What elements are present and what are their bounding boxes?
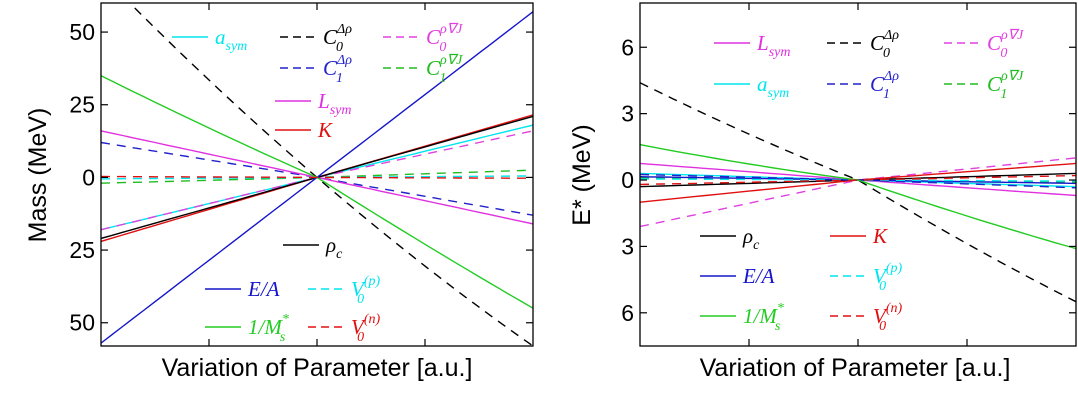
right-series-1-m-s (640, 143, 1076, 250)
left-x-axis-label: Variation of Parameter [a.u.] (162, 354, 473, 382)
left-series-v0-n (101, 175, 533, 179)
left-legend-item-c0-j: Cρ∇J 0 (383, 22, 463, 55)
left-y-ticks: 50 25 0 25 50 (69, 19, 533, 336)
legend-label: CΔρ 0 (323, 22, 352, 55)
left-y-tick-label: 25 (69, 92, 95, 118)
left-legend-item-e-a: E/A (205, 277, 280, 301)
right-chart: 6 3 0 3 6 Variation of Parameter [a.u.] E* (… (568, 2, 1077, 382)
right-y-axis-label: E* (MeV) (568, 124, 596, 225)
left-legend-item-l-sym: Lsym (275, 89, 351, 118)
legend-label: Cρ∇J 1 (426, 53, 463, 86)
right-legend: Lsym CΔρ 0 Cρ∇J 0 asym CΔρ 1 Cρ∇J 1 ρc K E/A V(p) 0 1/M… (700, 28, 1024, 334)
legend-label: E/A (247, 277, 280, 301)
right-legend-item-l-sym: Lsym (714, 31, 790, 60)
right-y-tick-label: 3 (621, 101, 634, 127)
right-legend-item-e-a: E/A (700, 264, 775, 288)
right-y-tick-label: 6 (621, 34, 634, 60)
legend-label: 1/M* s (743, 301, 784, 334)
left-series-c0-j (101, 130, 533, 231)
left-legend-item-v0-p: V(p) 0 (308, 274, 380, 307)
left-y-axis-label: Mass (MeV) (24, 108, 52, 243)
legend-label: 1/M* s (248, 312, 289, 345)
legend-label: V(n) 0 (351, 312, 380, 345)
left-series-lines (101, 3, 533, 346)
legend-label: CΔρ 1 (323, 53, 352, 86)
right-legend-item-c1-j: Cρ∇J 1 (944, 69, 1024, 102)
left-legend-item-1-m-s: 1/M* s (205, 312, 289, 345)
legend-label: V(n) 0 (873, 301, 902, 334)
legend-label: Cρ∇J 1 (987, 69, 1024, 102)
right-series-v0-p (640, 178, 1076, 182)
right-x-ticks (748, 3, 968, 346)
right-plot-frame (639, 2, 1077, 347)
legend-label: Cρ∇J 0 (987, 28, 1024, 61)
left-y-tick-label: 0 (82, 164, 95, 190)
legend-label: asym (215, 25, 247, 54)
legend-label: V(p) 0 (351, 274, 380, 307)
right-legend-item-c: ρc (700, 224, 760, 253)
legend-label: CΔρ 0 (870, 28, 899, 61)
legend-label: V(p) 0 (873, 261, 902, 294)
legend-label: K (872, 224, 888, 248)
legend-label: Lsym (756, 31, 790, 60)
right-series-c0 (640, 82, 1076, 303)
legend-label: CΔρ 1 (870, 69, 899, 102)
left-legend-item-c1: CΔρ 1 (280, 53, 352, 86)
right-legend-item-c0: CΔρ 0 (827, 28, 899, 61)
left-y-tick-label: 25 (69, 237, 95, 263)
left-y-tick-label: 50 (69, 310, 95, 336)
left-y-tick-label: 50 (69, 19, 95, 45)
right-series-c1-j (640, 177, 1076, 183)
legend-label: Lsym (317, 89, 351, 118)
right-y-ticks: 6 3 0 3 6 (621, 34, 1076, 326)
legend-label: K (317, 118, 333, 142)
right-y-tick-label: 0 (621, 167, 634, 193)
left-legend-item-c0: CΔρ 0 (280, 22, 352, 55)
legend-label: ρc (325, 233, 343, 262)
legend-label: Cρ∇J 0 (426, 22, 463, 55)
left-x-ticks (208, 3, 426, 346)
right-legend-item-v0-n: V(n) 0 (830, 301, 902, 334)
right-legend-item-1-m-s: 1/M* s (700, 301, 784, 334)
left-legend-item-a-sym: asym (172, 25, 247, 54)
right-series-lines (640, 82, 1076, 303)
right-series-c0-j (640, 157, 1076, 228)
legend-label: asym (757, 72, 789, 101)
left-legend-item-v0-n: V(n) 0 (308, 312, 380, 345)
right-legend-item-c0-j: Cρ∇J 0 (944, 28, 1024, 61)
right-y-tick-label: 6 (621, 300, 634, 326)
right-series-c1 (640, 173, 1076, 189)
right-x-axis-label: Variation of Parameter [a.u.] (700, 354, 1011, 382)
left-legend-item-k: K (275, 118, 333, 142)
right-series-v0-n (640, 174, 1076, 186)
left-legend-item-c: ρc (283, 233, 343, 262)
right-legend-item-v0-p: V(p) 0 (830, 261, 902, 294)
legend-label: E/A (742, 264, 775, 288)
right-legend-item-k: K (830, 224, 888, 248)
left-plot-frame (100, 2, 534, 347)
left-series-c1 (101, 141, 533, 216)
right-legend-item-a-sym: asym (714, 72, 789, 101)
left-legend-item-c1-j: Cρ∇J 1 (383, 53, 463, 86)
left-series-1-m-s (101, 75, 533, 309)
legend-label: ρc (742, 224, 760, 253)
right-legend-item-c1: CΔρ 1 (827, 69, 899, 102)
right-y-tick-label: 3 (621, 233, 634, 259)
